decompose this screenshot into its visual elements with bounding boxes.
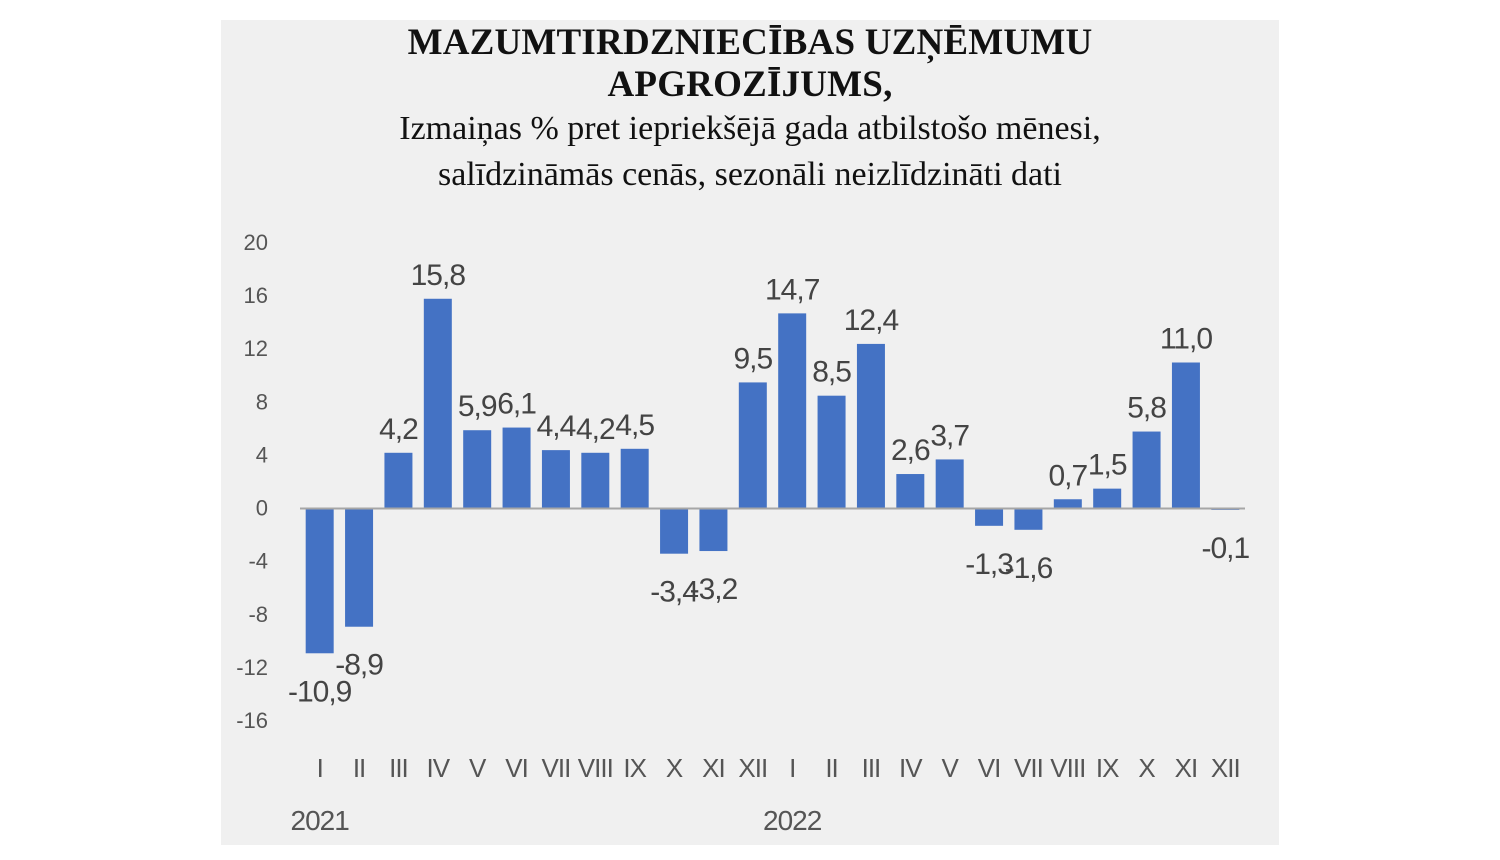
bar	[581, 452, 610, 509]
y-tick-label: 16	[244, 283, 268, 308]
bar	[935, 459, 964, 509]
data-label: 6,1	[497, 388, 536, 421]
x-tick-label: VI	[978, 753, 1001, 783]
y-tick-label: 8	[256, 389, 268, 414]
bar	[541, 450, 570, 509]
data-label: -1,3	[965, 548, 1013, 581]
y-tick-label: 12	[244, 336, 268, 361]
data-label: 14,7	[765, 273, 820, 306]
bar	[817, 395, 846, 509]
data-label: 5,8	[1127, 392, 1166, 425]
data-label: 5,9	[458, 390, 497, 423]
x-tick-label: II	[825, 753, 837, 783]
chart-subtitle-line-1: Izmaiņas % pret iepriekšējā gada atbilst…	[399, 110, 1101, 147]
x-tick-label: I	[317, 753, 323, 783]
data-label: 9,5	[733, 342, 772, 375]
x-tick-label: IV	[899, 753, 923, 783]
bar	[1014, 508, 1043, 530]
bar	[305, 508, 334, 654]
data-label: 8,5	[812, 356, 851, 389]
x-tick-label: XII	[738, 753, 767, 783]
data-label: -3,4	[650, 576, 698, 609]
x-tick-label: VIII	[578, 753, 613, 783]
x-tick-label: II	[353, 753, 365, 783]
data-label: 4,4	[537, 410, 576, 443]
y-tick-label: 4	[256, 442, 268, 467]
x-tick-label: X	[666, 753, 683, 783]
data-label: 4,2	[379, 413, 418, 446]
bar	[1132, 431, 1161, 509]
chart-title-line-1: MAZUMTIRDZNIECĪBAS UZŅĒMUMU	[407, 22, 1093, 63]
x-tick-label: X	[1138, 753, 1155, 783]
data-label: 4,5	[615, 409, 654, 442]
bar	[1171, 362, 1200, 509]
x-tick-label: I	[789, 753, 795, 783]
bar	[345, 508, 374, 627]
data-label: 1,5	[1088, 449, 1127, 482]
data-label: 15,8	[411, 259, 466, 292]
y-tick-label: 0	[256, 496, 268, 521]
chart-title-block: MAZUMTIRDZNIECĪBAS UZŅĒMUMU APGROZĪJUMS,…	[221, 22, 1279, 198]
bar	[896, 474, 925, 509]
y-tick-label: -8	[248, 602, 268, 627]
x-tick-label: VI	[505, 753, 528, 783]
bar	[463, 430, 492, 509]
x-tick-label: IX	[623, 753, 646, 783]
year-label: 2021	[291, 805, 350, 836]
data-label: 2,6	[891, 434, 930, 467]
bar	[660, 508, 689, 554]
bar	[1053, 499, 1082, 509]
data-label: 3,7	[930, 419, 969, 452]
bar	[620, 448, 649, 509]
x-tick-label: XI	[702, 753, 725, 783]
data-label: -0,1	[1201, 532, 1249, 565]
data-label: -1,6	[1005, 552, 1053, 585]
bar	[699, 508, 728, 552]
bar	[975, 508, 1004, 526]
bar	[778, 313, 807, 509]
bar	[423, 298, 452, 509]
data-label: 4,2	[576, 413, 615, 446]
x-tick-label: IV	[427, 753, 451, 783]
chart-subtitle-line-2: salīdzināmās cenās, sezonāli neizlīdzinā…	[437, 156, 1063, 193]
year-label: 2022	[763, 805, 822, 836]
bar	[1093, 488, 1122, 509]
x-tick-label: IX	[1096, 753, 1119, 783]
x-tick-label: III	[862, 753, 881, 783]
data-label: 0,7	[1048, 459, 1087, 492]
x-tick-label: VII	[542, 753, 571, 783]
x-tick-label: V	[469, 753, 487, 783]
chart-title-line-2: APGROZĪJUMS,	[607, 64, 893, 105]
y-tick-label: -12	[236, 655, 268, 680]
x-tick-label: V	[942, 753, 960, 783]
x-tick-label: XII	[1211, 753, 1240, 783]
x-tick-label: VIII	[1050, 753, 1085, 783]
data-label: -3,2	[690, 573, 738, 606]
bar	[384, 452, 413, 509]
data-label: 11,0	[1160, 323, 1212, 356]
y-tick-label: -16	[236, 708, 268, 733]
x-tick-label: III	[389, 753, 408, 783]
data-label: 12,4	[844, 304, 899, 337]
x-tick-label: VII	[1014, 753, 1043, 783]
bar	[502, 427, 531, 509]
bar	[856, 343, 885, 509]
bar	[738, 382, 767, 509]
x-tick-label: XI	[1175, 753, 1198, 783]
y-tick-label: 20	[244, 230, 268, 255]
y-tick-label: -4	[248, 549, 268, 574]
data-label: -8,9	[335, 649, 383, 682]
data-label: -10,9	[288, 675, 352, 708]
